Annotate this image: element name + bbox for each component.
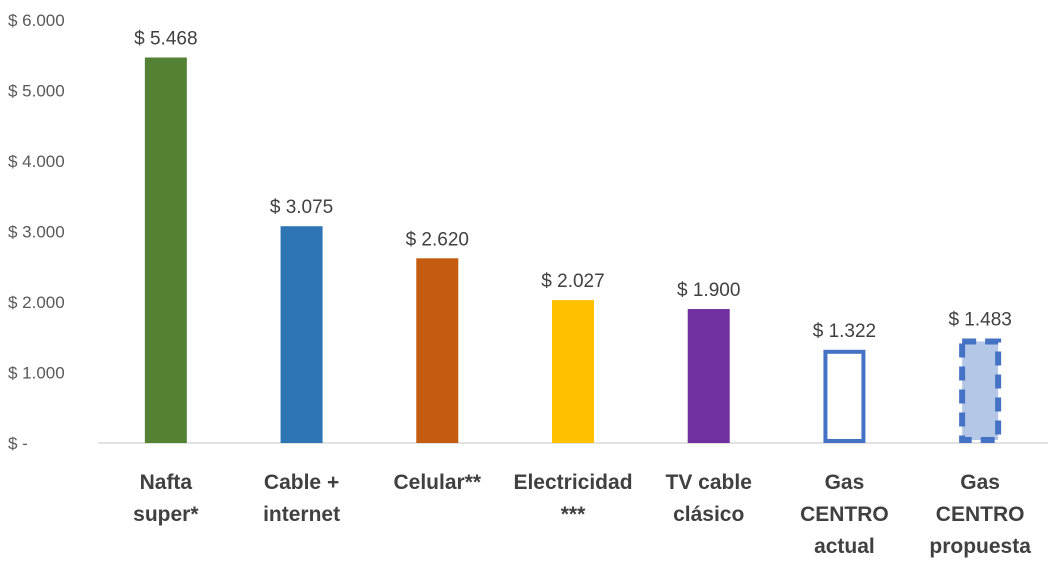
data-label: $ 5.468: [134, 29, 197, 50]
y-tick-label: $ 4.000: [8, 152, 65, 171]
bar: [416, 258, 459, 443]
bar: [280, 226, 323, 443]
x-tick-label: TV cable clásico: [666, 471, 752, 526]
bar: [823, 349, 866, 444]
bars: [144, 57, 1002, 444]
x-tick-label: Nafta super*: [133, 471, 199, 526]
x-tick-label: Gas CENTRO propuesta: [929, 471, 1031, 558]
x-tick-label: Cable + internet: [263, 471, 340, 526]
x-tick-label: Electricidad ***: [513, 471, 632, 526]
bar: [144, 57, 187, 443]
bar: [687, 309, 730, 443]
data-label: $ 3.075: [270, 197, 333, 218]
y-tick-label: $ 3.000: [8, 223, 65, 242]
y-tick-label: $ 1.000: [8, 364, 65, 383]
value-labels: $ 5.468 $ 3.075 $ 2.620 $ 2.027 $ 1.900 $ 1.3…: [134, 29, 1012, 342]
x-tick-label: Gas CENTRO actual: [800, 471, 889, 558]
y-tick-label: $ 5.000: [8, 82, 65, 101]
data-label: $ 1.900: [677, 280, 740, 301]
x-tick-label: Celular**: [394, 471, 482, 494]
bar: [959, 338, 1002, 443]
y-axis: $ - $ 1.000 $ 2.000 $ 3.000 $ 4.000 $ 5.000 $ …: [8, 11, 65, 453]
data-label: $ 2.027: [541, 271, 604, 292]
category-labels: Nafta super* Cable + internet Celular** Elect…: [133, 471, 1031, 558]
data-label: $ 1.483: [948, 309, 1011, 330]
bar: [552, 300, 594, 443]
y-tick-label: $ 6.000: [8, 11, 65, 30]
data-label: $ 2.620: [406, 229, 469, 250]
data-label: $ 1.322: [813, 321, 876, 342]
y-tick-label: $ -: [8, 434, 28, 453]
y-tick-label: $ 2.000: [8, 293, 65, 312]
